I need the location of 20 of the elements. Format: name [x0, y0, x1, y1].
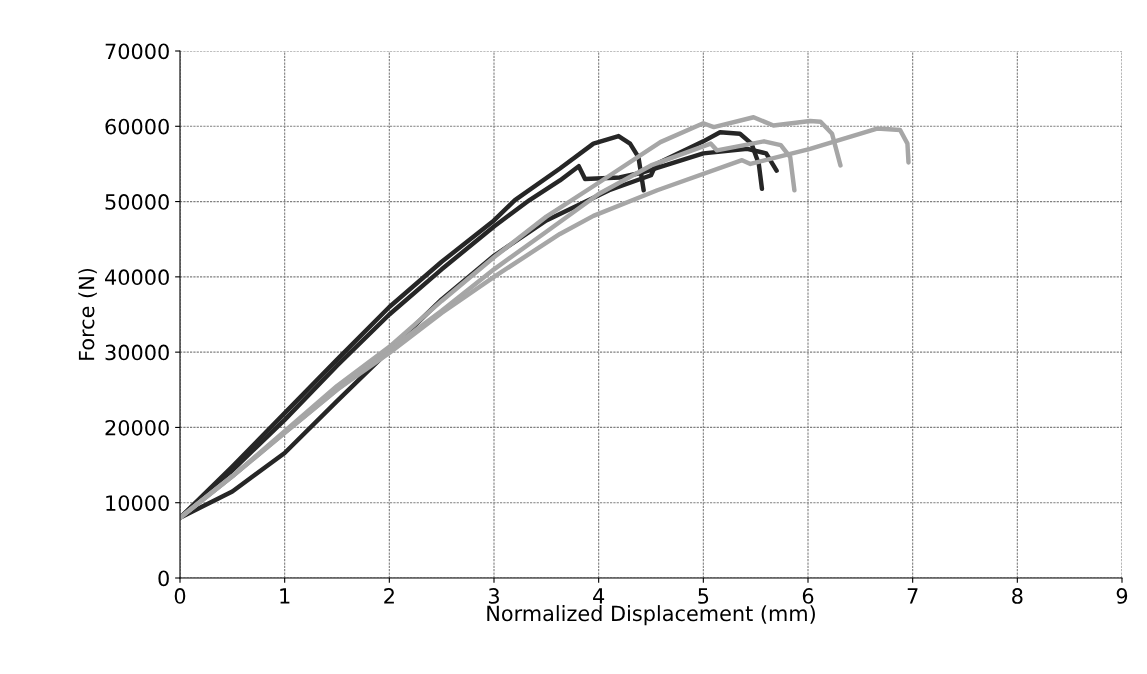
x-tick-label: 8: [1012, 588, 1023, 604]
x-tick-label: 7: [907, 588, 918, 604]
y-axis-title: Force (N): [78, 268, 97, 360]
x-tick-label: 9: [1116, 588, 1128, 604]
y-tick-label: 60000: [105, 118, 169, 135]
y-tick-label: 30000: [105, 344, 169, 361]
y-tick-label: 50000: [105, 194, 169, 210]
x-tick-label: 1: [280, 588, 290, 604]
x-axis-title: Normalized Displacement (mm): [487, 605, 815, 626]
x-tick-label: 2: [384, 588, 394, 604]
x-tick-label: 3: [488, 588, 499, 604]
x-tick-label: 6: [802, 588, 814, 604]
y-tick-label: 20000: [105, 419, 169, 436]
y-tick-label: 0: [158, 570, 169, 587]
x-tick-label: 5: [698, 588, 709, 604]
x-tick-label: 4: [593, 588, 605, 604]
x-tick-label: 0: [174, 588, 186, 604]
y-tick-label: 40000: [105, 269, 169, 286]
y-tick-label: 70000: [105, 43, 169, 60]
y-tick-label: 10000: [106, 495, 169, 511]
